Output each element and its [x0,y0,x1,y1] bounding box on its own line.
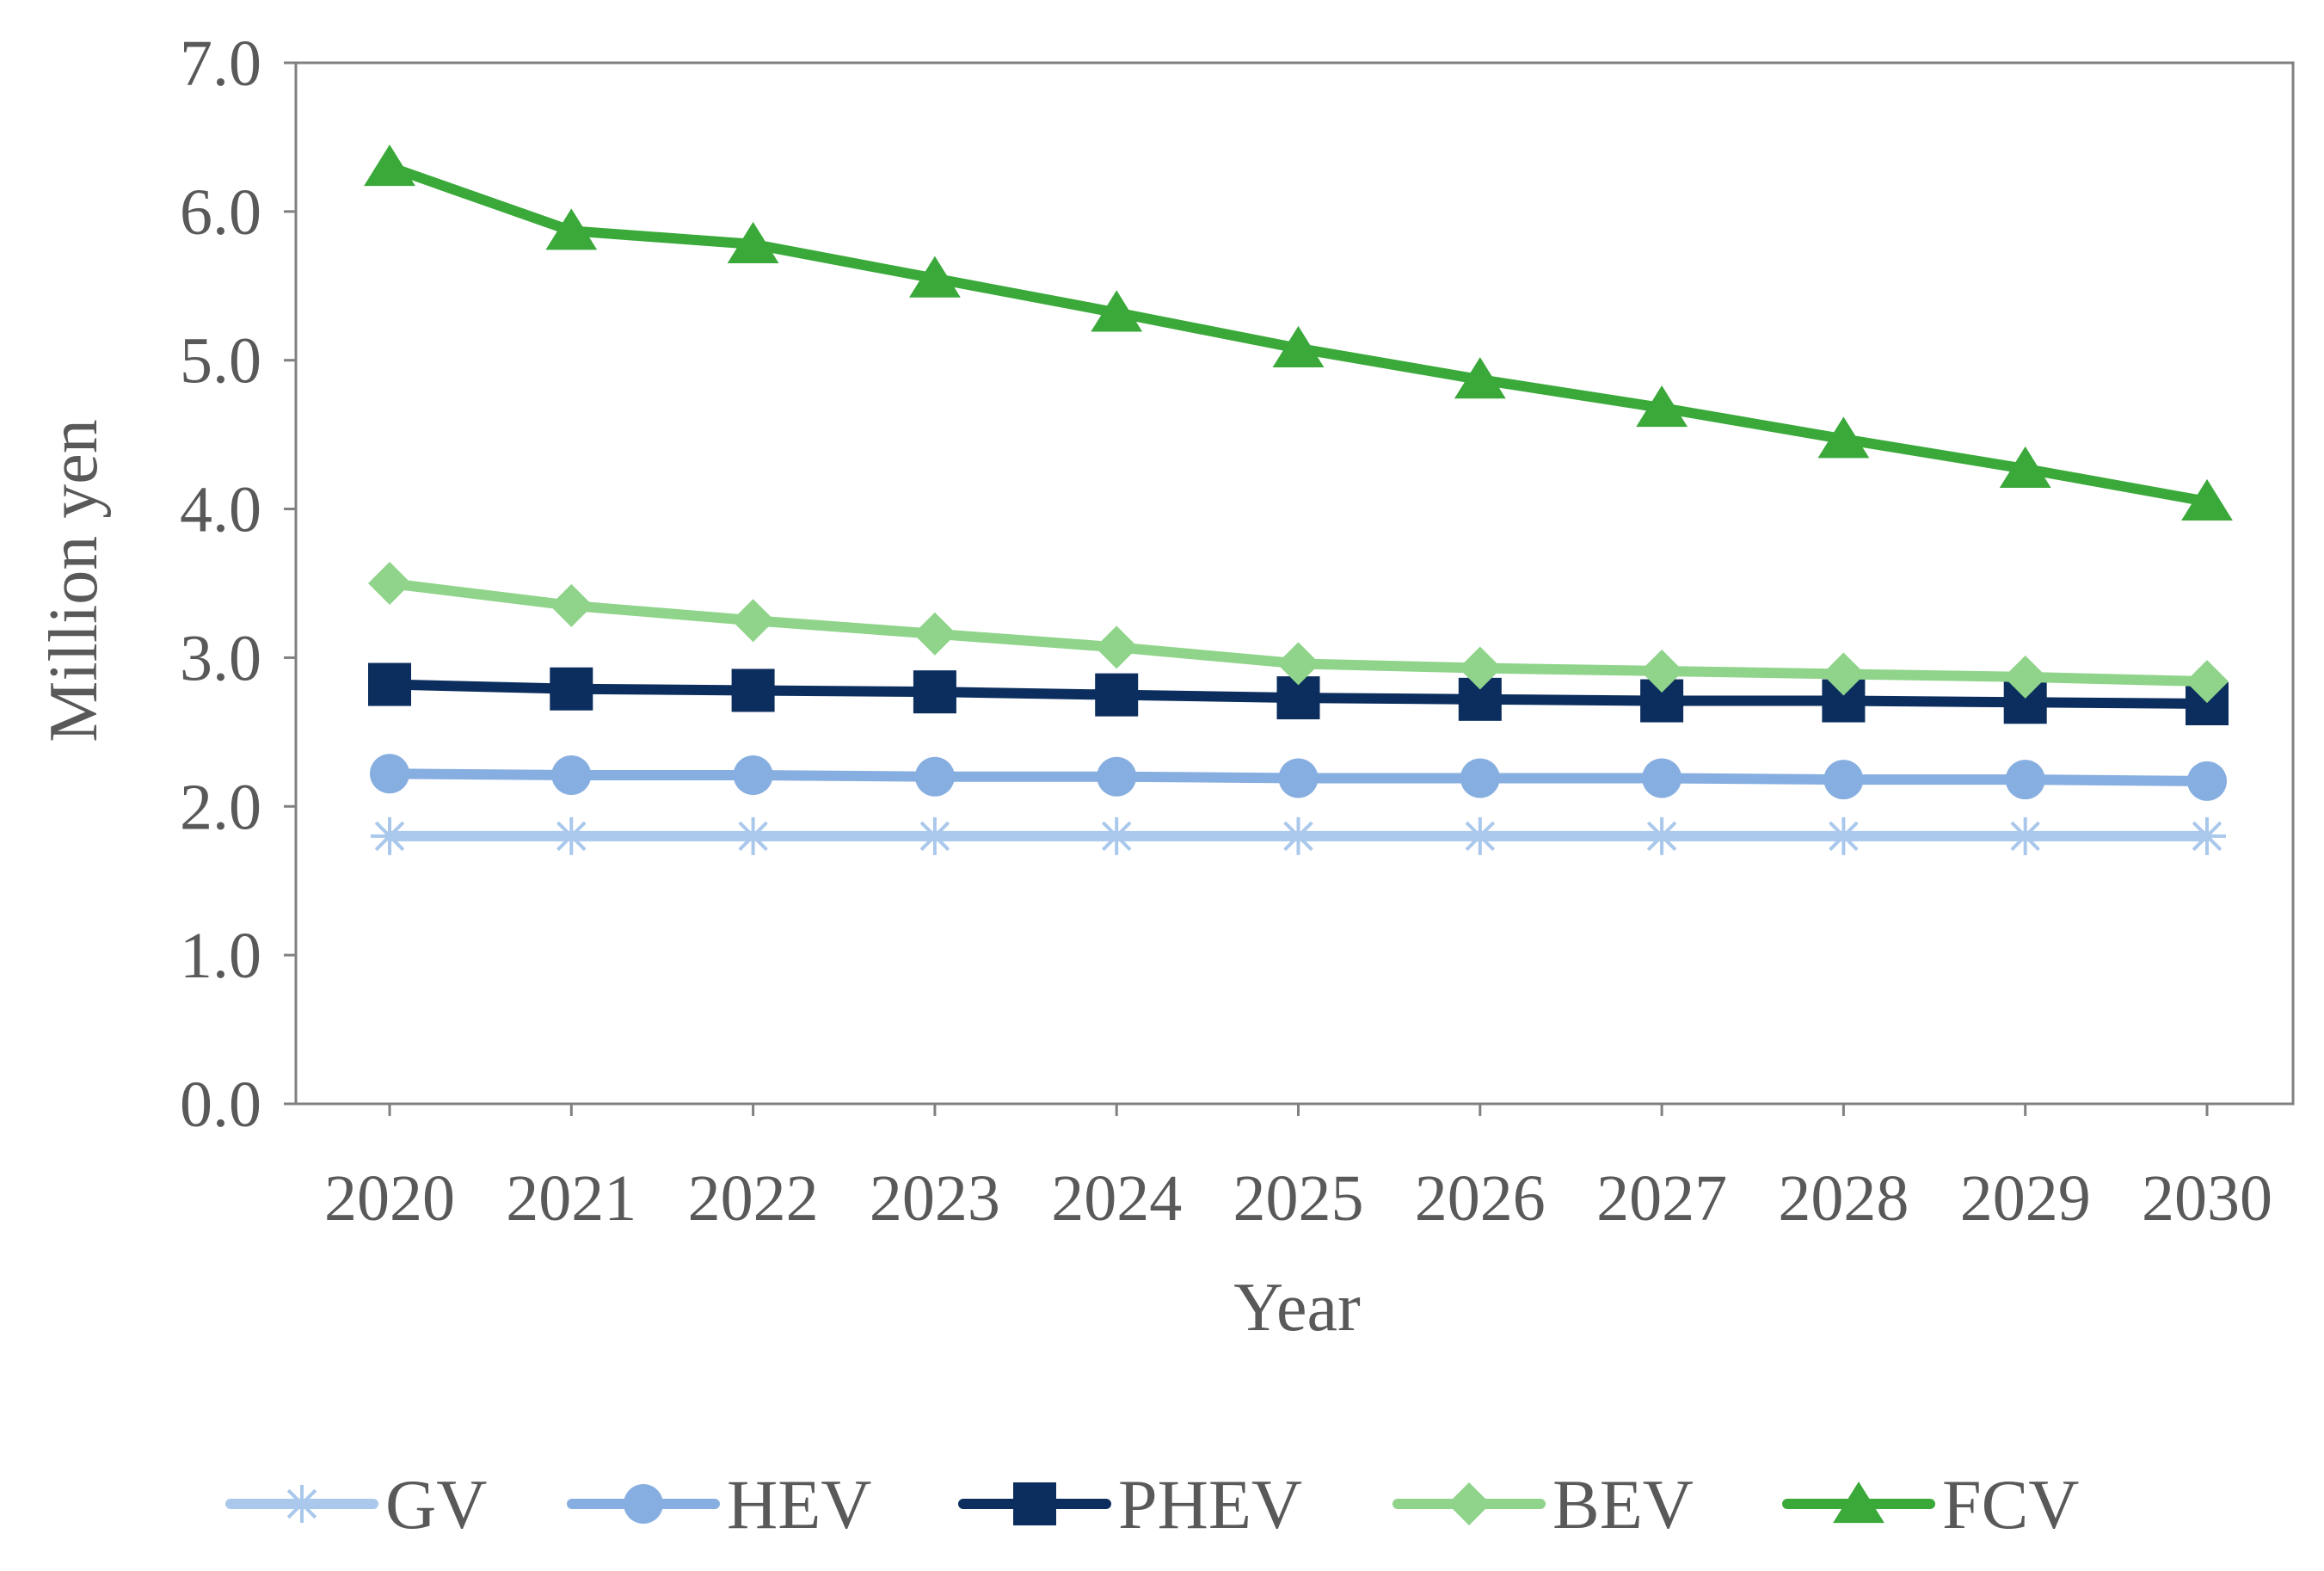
data-point-gv [2006,816,2044,855]
series-fcv [364,145,2233,521]
data-point-hev [551,755,592,795]
data-point-fcv [1272,325,1325,367]
data-point-phev [1095,673,1139,717]
data-point-gv [1460,816,1499,855]
legend-item-bev: BEV [1393,1465,1694,1543]
data-point-hev [1460,758,1500,798]
legend-marker-phev [1013,1482,1056,1525]
series-gv [371,816,2226,855]
data-point-bev [913,612,956,656]
data-point-fcv [1454,357,1506,399]
data-point-fcv [909,256,961,298]
series-hev [370,754,2227,801]
data-point-fcv [1999,446,2051,488]
data-point-hev [1823,760,1864,800]
data-point-fcv [545,208,598,250]
legend-marker-gv [283,1485,321,1523]
data-point-fcv [1817,416,1870,459]
legend-label-bev: BEV [1552,1465,1694,1543]
data-point-gv [1097,816,1136,855]
data-point-bev [731,599,775,643]
y-tick-label: 6.0 [180,176,261,249]
data-point-gv [552,816,591,855]
data-point-gv [1824,816,1863,855]
data-point-hev [733,755,773,795]
data-point-bev [1276,642,1320,686]
legend-item-hev: HEV [567,1465,872,1543]
legend-item-phev: PHEV [958,1465,1302,1543]
data-point-gv [371,816,409,855]
legend-marker-fcv [1833,1482,1884,1524]
data-point-gv [734,816,772,855]
y-tick-label: 5.0 [180,325,261,397]
y-tick-label: 4.0 [180,474,261,546]
data-point-phev [913,670,956,714]
y-tick-label: 7.0 [180,28,261,100]
data-point-bev [368,562,411,605]
x-tick-label: 2024 [1051,1162,1182,1235]
series-layer [364,145,2233,855]
data-point-hev [2005,760,2045,800]
ticks-layer: 0.0 1.0 2.0 3.0 4.0 5.0 6.0 7.0 2020 2021 2022 2023… [180,28,2272,1235]
x-tick-label: 2025 [1233,1162,1364,1235]
data-point-gv [1279,816,1318,855]
x-tick-label: 2030 [2142,1162,2272,1235]
x-tick-label: 2023 [870,1162,1000,1235]
data-point-hev [2187,761,2227,801]
x-tick-label: 2029 [1960,1162,2091,1235]
y-tick-label: 2.0 [180,771,261,843]
data-point-bev [550,583,593,627]
data-point-gv [1643,816,1682,855]
legend-label-hev: HEV [727,1465,872,1543]
legend: GV HEV PHEV BEV FCV [225,1465,2080,1543]
data-point-bev [1095,625,1139,669]
x-tick-label: 2020 [324,1162,455,1235]
data-point-bev [1458,646,1502,690]
data-point-hev [914,756,955,797]
data-point-hev [1278,758,1319,798]
legend-label-gv: GV [385,1465,487,1543]
data-point-bev [2186,660,2229,704]
legend-item-fcv: FCV [1782,1465,2080,1543]
data-point-bev [1822,652,1866,696]
data-point-hev [370,754,409,794]
data-point-gv [2188,816,2226,855]
legend-label-fcv: FCV [1942,1465,2080,1543]
data-point-hev [1097,756,1137,797]
x-tick-label: 2022 [688,1162,819,1235]
y-tick-label: 0.0 [180,1069,261,1141]
data-point-phev [550,667,593,711]
series-bev [368,562,2229,704]
data-point-fcv [1091,290,1143,332]
data-point-fcv [364,145,415,187]
data-point-phev [368,662,411,706]
legend-item-gv: GV [225,1465,487,1543]
plot-area-frame [294,61,2295,1106]
x-tick-label: 2027 [1596,1162,1727,1235]
legend-label-phev: PHEV [1118,1465,1302,1543]
data-point-phev [731,668,775,712]
legend-marker-hev [624,1484,663,1524]
data-point-bev [2003,655,2047,699]
data-point-fcv [1636,385,1688,428]
x-tick-label: 2026 [1415,1162,1546,1235]
x-tick-label: 2021 [506,1162,636,1235]
data-point-bev [1640,649,1684,693]
data-point-fcv [727,221,779,263]
data-point-hev [1642,758,1682,798]
y-tick-label: 1.0 [180,920,261,992]
data-point-gv [915,816,954,855]
x-axis-label: Year [1233,1270,1360,1346]
legend-marker-bev [1448,1482,1491,1525]
y-tick-label: 3.0 [180,622,261,694]
data-point-fcv [2181,478,2233,521]
y-axis-label: Million yen [36,419,112,742]
x-tick-label: 2028 [1778,1162,1909,1235]
